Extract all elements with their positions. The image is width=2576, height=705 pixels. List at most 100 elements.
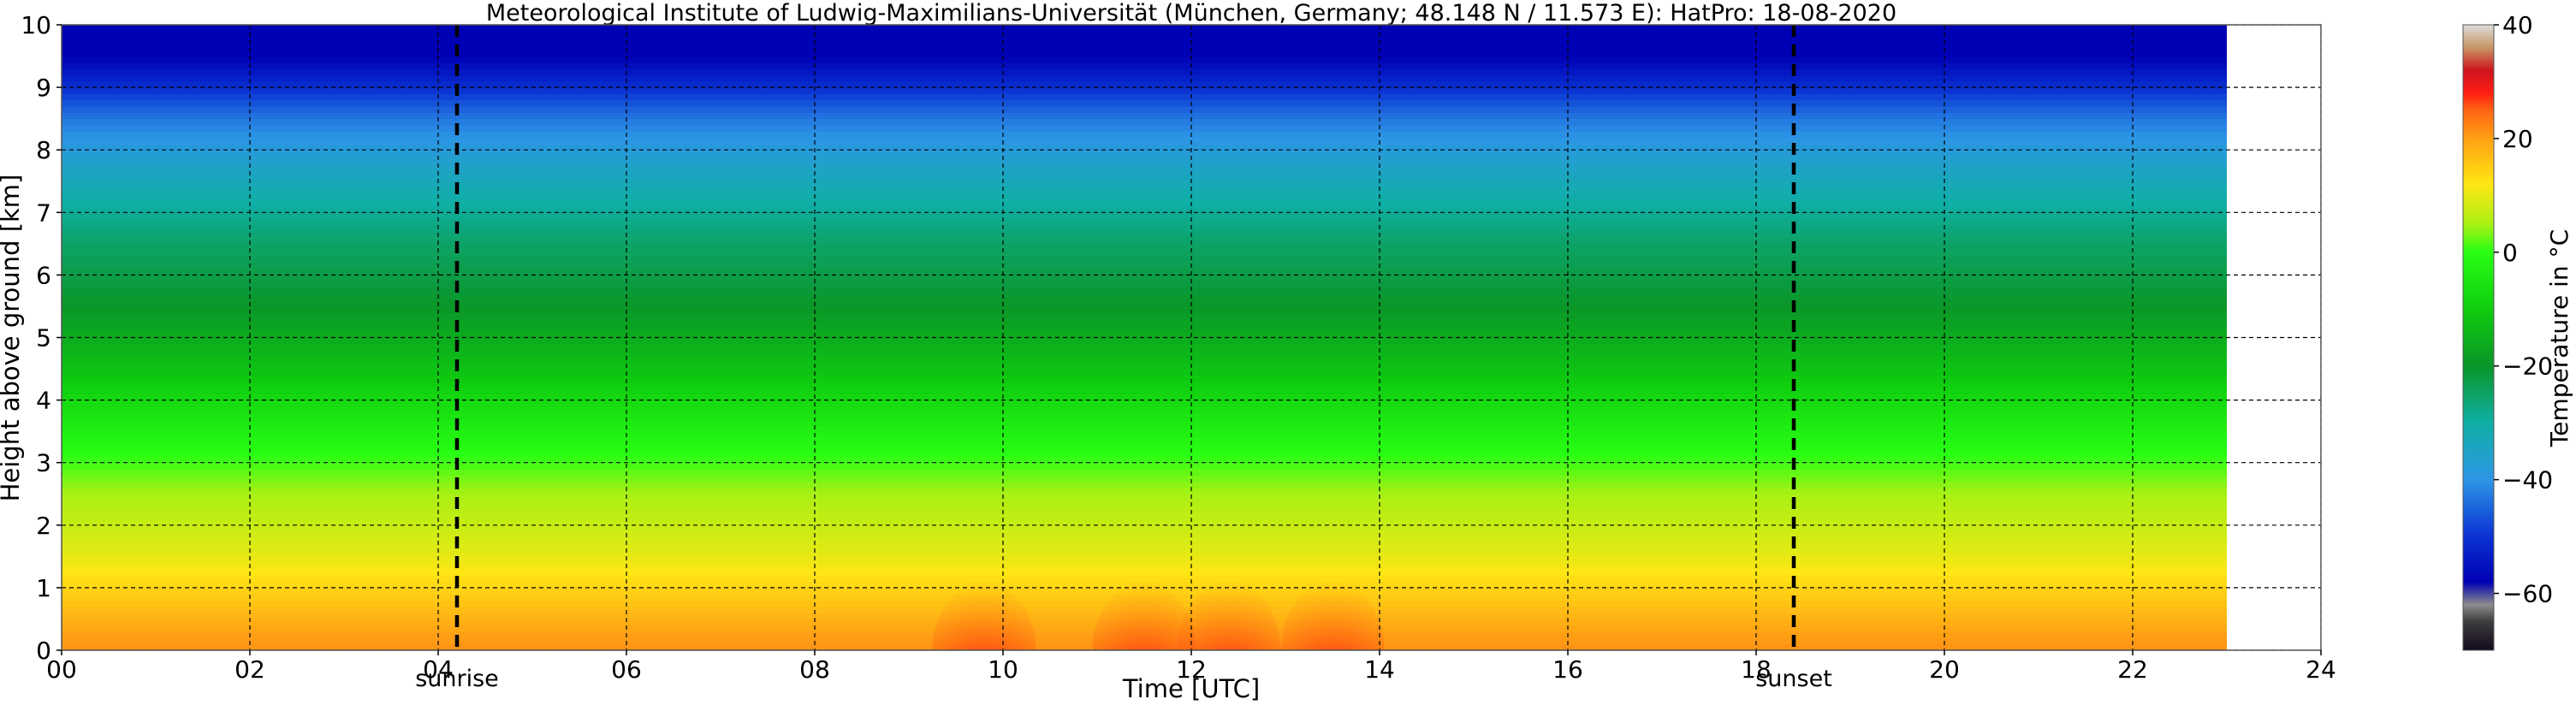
heatmap-band: [62, 324, 2227, 332]
heatmap-band: [62, 43, 2227, 50]
heatmap-band: [62, 237, 2227, 245]
heatmap-band: [62, 331, 2227, 339]
heatmap-band: [62, 494, 2227, 501]
heatmap-band: [62, 137, 2227, 145]
temperature-heatmap: [62, 25, 2227, 650]
heatmap-band: [62, 500, 2227, 507]
colorbar-tick-label: 0: [2502, 239, 2518, 267]
x-axis-label: Time [UTC]: [1122, 674, 1260, 703]
heatmap-band: [62, 362, 2227, 370]
colorbar-ticks: 40 20 0 −20 −40 −60: [2494, 11, 2553, 608]
heatmap-band: [62, 50, 2227, 57]
heatmap-band: [62, 550, 2227, 557]
heatmap-band: [62, 68, 2227, 76]
surface-warm-spot: [1177, 581, 1281, 650]
heatmap-band: [62, 93, 2227, 101]
heatmap-band: [62, 387, 2227, 394]
heatmap-band: [62, 481, 2227, 489]
y-axis-label: Height above ground [km]: [0, 175, 25, 502]
surface-warm-spot: [932, 581, 1036, 650]
y-tick-label: 0: [36, 637, 51, 665]
y-tick-label: 6: [36, 261, 51, 289]
x-tick-label: 06: [611, 655, 642, 684]
heatmap-band: [62, 187, 2227, 194]
heatmap-band: [62, 243, 2227, 251]
heatmap-band: [62, 262, 2227, 270]
x-tick-label: 18: [1741, 655, 1772, 684]
heatmap-band: [62, 556, 2227, 564]
heatmap-band: [62, 443, 2227, 451]
heatmap-band: [62, 281, 2227, 288]
heatmap-band: [62, 543, 2227, 551]
plot-area: sunrise sunset: [61, 24, 2322, 692]
heatmap-band: [62, 456, 2227, 464]
sunset-label: sunset: [1755, 666, 1832, 692]
heatmap-band: [62, 124, 2227, 132]
x-tick-label: 22: [2117, 655, 2148, 684]
heatmap-band: [62, 199, 2227, 207]
x-tick-label: 12: [1176, 655, 1207, 684]
heatmap-band: [62, 250, 2227, 258]
heatmap-band: [62, 568, 2227, 576]
heatmap-band: [62, 37, 2227, 44]
heatmap-band: [62, 381, 2227, 388]
heatmap-band: [62, 80, 2227, 88]
heatmap-band: [62, 275, 2227, 282]
heatmap-band: [62, 318, 2227, 326]
heatmap-band: [62, 431, 2227, 439]
heatmap-band: [62, 205, 2227, 213]
heatmap-band: [62, 162, 2227, 169]
heatmap-band: [62, 406, 2227, 413]
x-tick-label: 10: [988, 655, 1018, 684]
heatmap-band: [62, 299, 2227, 307]
sunrise-label: sunrise: [415, 666, 499, 692]
heatmap-band: [62, 518, 2227, 526]
colorbar: 40 20 0 −20 −40 −60 Temperature in °C: [2462, 11, 2573, 651]
heatmap-band: [62, 356, 2227, 364]
heatmap-band: [62, 31, 2227, 39]
heatmap-band: [62, 62, 2227, 69]
heatmap-band: [62, 293, 2227, 301]
heatmap-band: [62, 87, 2227, 95]
heatmap-band: [62, 143, 2227, 151]
colorbar-gradient: [2462, 24, 2495, 651]
heatmap-band: [62, 181, 2227, 188]
x-tick-label: 16: [1552, 655, 1583, 684]
x-tick-label: 00: [46, 655, 77, 684]
grid-lines: [62, 25, 2321, 650]
x-axis-ticks: 00 02 04 06 08 10 12 14 16 18 20 22 24: [46, 650, 2336, 684]
heatmap-band: [62, 450, 2227, 457]
heatmap-band: [62, 524, 2227, 532]
x-tick-label: 14: [1364, 655, 1395, 684]
x-tick-label: 04: [423, 655, 454, 684]
surface-warm-spot: [1092, 581, 1196, 650]
chart-title: Meteorological Institute of Ludwig-Maxim…: [486, 0, 1896, 27]
heatmap-band: [62, 337, 2227, 345]
heatmap-band: [62, 487, 2227, 495]
heatmap-band: [62, 424, 2227, 432]
x-tick-label: 02: [234, 655, 265, 684]
heatmap-band: [62, 469, 2227, 476]
heatmap-band: [62, 305, 2227, 313]
heatmap-band: [62, 112, 2227, 120]
heatmap-band: [62, 437, 2227, 445]
heatmap-band: [62, 400, 2227, 407]
heatmap-band: [62, 412, 2227, 420]
heatmap-band: [62, 506, 2227, 513]
surface-warm-spot: [1280, 581, 1385, 650]
heatmap-band: [62, 369, 2227, 376]
y-tick-label: 4: [36, 387, 51, 415]
colorbar-tick-label: 40: [2502, 11, 2533, 39]
y-axis-ticks: 0 1 2 3 4 5 6 7 8 9 10: [21, 11, 62, 665]
colorbar-label: Temperature in °C: [2545, 229, 2573, 447]
colorbar-tick-label: 20: [2502, 125, 2533, 153]
x-tick-label: 20: [1929, 655, 1960, 684]
heatmap-band: [62, 531, 2227, 539]
heatmap-band: [62, 118, 2227, 126]
heatmap-band: [62, 269, 2227, 275]
heatmap-band: [62, 175, 2227, 182]
colorbar-tick-label: −20: [2502, 352, 2553, 381]
heatmap-band: [62, 193, 2227, 201]
x-tick-label: 08: [799, 655, 830, 684]
heatmap-band: [62, 575, 2227, 583]
